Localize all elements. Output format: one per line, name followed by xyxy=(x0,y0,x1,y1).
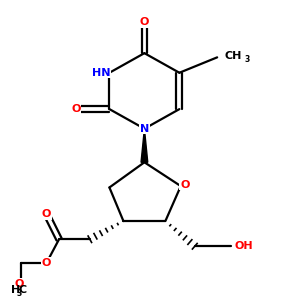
Text: O: O xyxy=(42,209,51,219)
Text: H: H xyxy=(11,285,20,295)
Text: 3: 3 xyxy=(244,56,250,64)
Text: 3: 3 xyxy=(16,289,22,298)
Text: O: O xyxy=(180,180,189,190)
Text: N: N xyxy=(140,124,149,134)
Text: O: O xyxy=(71,104,80,114)
Text: O: O xyxy=(14,279,24,289)
Text: O: O xyxy=(140,17,149,27)
Polygon shape xyxy=(141,129,148,162)
Text: OH: OH xyxy=(235,241,253,251)
Text: HN: HN xyxy=(92,68,111,78)
Text: C: C xyxy=(18,285,26,295)
Text: CH: CH xyxy=(224,51,242,61)
Text: O: O xyxy=(42,258,51,268)
